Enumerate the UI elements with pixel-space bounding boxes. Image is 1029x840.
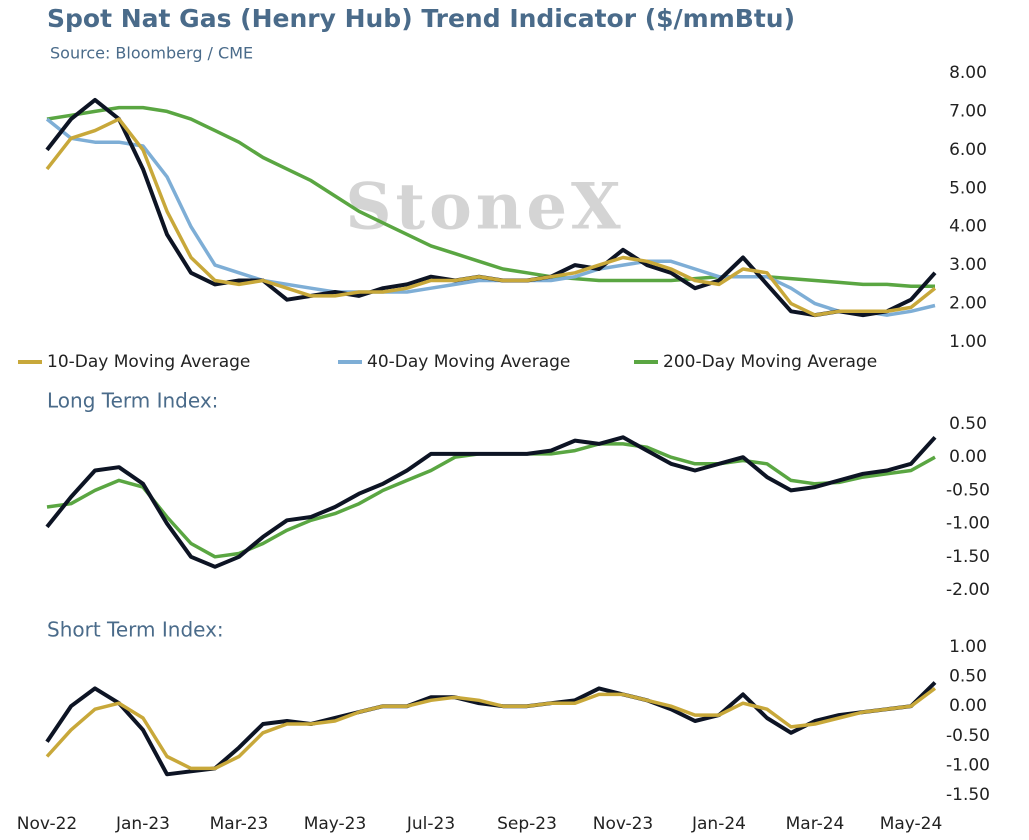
watermark: StoneX xyxy=(345,170,624,245)
y-tick-label: 0.50 xyxy=(949,667,987,687)
y-tick-label: 7.00 xyxy=(949,101,987,121)
series-line xyxy=(45,686,937,771)
y-tick-label: 2.00 xyxy=(949,294,987,314)
chart-title: Spot Nat Gas (Henry Hub) Trend Indicator… xyxy=(47,4,795,33)
subtitle: Source: Bloomberg / CME xyxy=(50,44,253,63)
x-tick-label: Jan-24 xyxy=(691,814,746,834)
legend-label: 200-Day Moving Average xyxy=(663,352,877,372)
y-tick-label: -0.50 xyxy=(946,480,990,500)
y-tick-label: -1.00 xyxy=(946,755,990,775)
legend-label: 10-Day Moving Average xyxy=(47,352,250,372)
y-tick-label: 0.00 xyxy=(949,696,987,716)
y-tick-label: -1.50 xyxy=(946,547,990,567)
x-tick-label: May-23 xyxy=(304,814,367,834)
y-tick-label: 1.00 xyxy=(949,637,987,657)
y-tick-label: -1.50 xyxy=(946,785,990,805)
x-tick-label: Mar-24 xyxy=(786,814,845,834)
y-tick-label: 5.00 xyxy=(949,178,987,198)
legend-label: 40-Day Moving Average xyxy=(367,352,570,372)
y-tick-label: -2.00 xyxy=(946,580,990,600)
x-tick-label: Mar-23 xyxy=(210,814,269,834)
panel-title: Short Term Index: xyxy=(47,618,224,642)
x-tick-label: Jul-23 xyxy=(406,814,455,834)
y-tick-label: -0.50 xyxy=(946,726,990,746)
series-line xyxy=(45,117,937,317)
panel-title: Long Term Index: xyxy=(47,389,218,413)
y-tick-label: 4.00 xyxy=(949,217,987,237)
y-tick-label: 8.00 xyxy=(949,63,987,83)
series-line xyxy=(46,105,935,289)
x-tick-label: Nov-22 xyxy=(17,814,78,834)
y-tick-label: 0.00 xyxy=(949,447,987,467)
x-tick-label: Sep-23 xyxy=(497,814,557,834)
series-line xyxy=(45,435,937,569)
series-line xyxy=(45,681,937,777)
y-tick-label: 1.00 xyxy=(949,332,987,352)
y-tick-label: 0.50 xyxy=(949,414,987,434)
y-tick-label: 6.00 xyxy=(949,140,987,160)
x-tick-label: Jan-23 xyxy=(115,814,170,834)
y-tick-label: -1.00 xyxy=(946,514,990,534)
x-tick-label: May-24 xyxy=(880,814,943,834)
y-tick-label: 3.00 xyxy=(949,255,987,275)
x-tick-label: Nov-23 xyxy=(593,814,654,834)
